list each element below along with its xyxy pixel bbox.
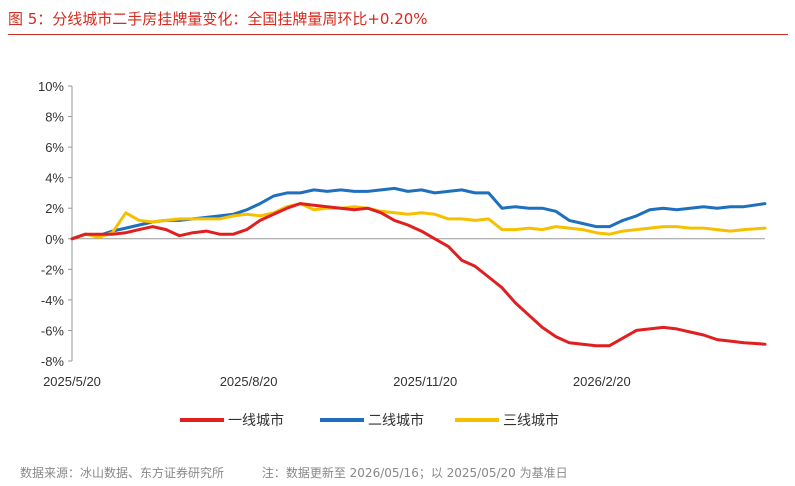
y-tick-label: 0%: [45, 232, 64, 247]
series-line-1: [70, 202, 767, 348]
source-text: 数据来源：冰山数据、东方证券研究所: [20, 466, 225, 480]
y-tick-label: -6%: [41, 323, 65, 338]
series-lines: [70, 186, 767, 348]
x-tick-label: 2025/11/20: [393, 374, 457, 389]
y-tick-label: 8%: [45, 110, 64, 125]
x-tick-label: 2026/2/20: [573, 374, 631, 389]
legend-label-2: 二线城市: [368, 412, 424, 429]
series-line-3: [70, 202, 767, 241]
y-tick-label: 4%: [45, 171, 64, 186]
chart-title: 图 5：分线城市二手房挂牌量变化：全国挂牌量周环比+0.20%: [8, 6, 788, 35]
note-text: 注：数据更新至 2026/05/16；以 2025/05/20 为基准日: [261, 466, 568, 480]
legend: 一线城市 二线城市 三线城市: [180, 412, 559, 429]
x-tick-label: 2025/5/20: [43, 374, 101, 389]
y-axis: 10% 8% 6% 4% 2% 0% -2% -4% -6% -8%: [38, 79, 73, 369]
y-tick-label: -4%: [41, 293, 65, 308]
footer: 数据来源：冰山数据、东方证券研究所 注：数据更新至 2026/05/16；以 2…: [20, 464, 568, 481]
y-tick-label: 6%: [45, 140, 64, 155]
y-tick-label: -8%: [41, 354, 65, 369]
y-tick-label: -2%: [41, 262, 65, 277]
x-axis: 2025/5/20 2025/8/20 2025/11/20 2026/2/20: [43, 238, 765, 389]
y-tick-label: 10%: [38, 79, 64, 94]
legend-label-1: 一线城市: [228, 412, 284, 429]
y-tick-label: 2%: [45, 201, 64, 216]
legend-label-3: 三线城市: [503, 412, 559, 429]
x-tick-label: 2025/8/20: [220, 374, 278, 389]
